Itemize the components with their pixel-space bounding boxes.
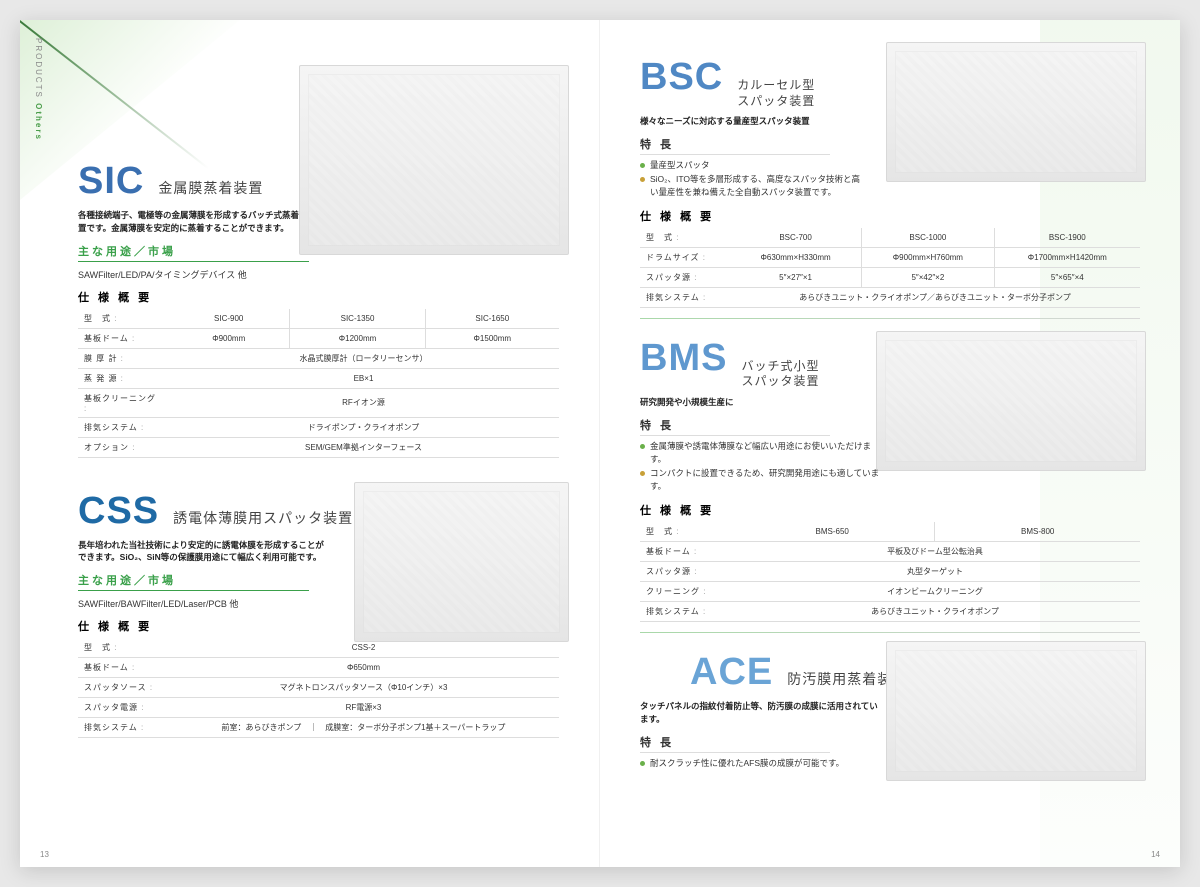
bsc-desc: 様々なニーズに対応する量産型スパッタ装置: [640, 115, 860, 128]
list-item: 金属薄膜や誘電体薄膜など幅広い用途にお使いいただけます。: [640, 440, 880, 467]
bsc-machine-image: [886, 42, 1146, 182]
side-tab-products: PRODUCTS: [34, 38, 43, 99]
page-number-left: 13: [40, 850, 49, 859]
table-row: スパッタソースマグネトロンスパッタソース（Φ10インチ）×3: [78, 678, 559, 698]
bms-title: バッチ式小型 スパッタ装置: [741, 359, 819, 390]
bms-code: BMS: [640, 337, 727, 380]
table-row: 型 式 SIC-900 SIC-1350 SIC-1650: [78, 309, 559, 329]
bms-spec-table: 型 式 BMS-650 BMS-800 基板ドーム平板及びドーム型公転治具 スパ…: [640, 522, 1140, 622]
product-bsc: BSC カルーセル型 スパッタ装置 様々なニーズに対応する量産型スパッタ装置 特…: [640, 56, 1140, 319]
table-row: 基板ドームΦ650mm: [78, 658, 559, 678]
sic-spec-label: 仕 様 概 要: [78, 289, 309, 305]
css-machine-image: [354, 482, 569, 642]
sic-spec-table: 型 式 SIC-900 SIC-1350 SIC-1650 基板ドーム Φ900…: [78, 309, 559, 458]
sic-title: 金属膜蒸着装置: [158, 178, 263, 198]
ace-feat-label: 特 長: [640, 734, 830, 753]
table-row: 基板クリーニングRFイオン源: [78, 388, 559, 417]
css-spec-label: 仕 様 概 要: [78, 618, 309, 634]
page-number-right: 14: [1151, 850, 1160, 859]
catalog-spread: PRODUCTS Others SIC 金属膜蒸着装置 各種接続端子、電極等の金…: [20, 20, 1180, 867]
bms-spec-label: 仕 様 概 要: [640, 502, 830, 518]
table-row: スパッタ源 5″×27″×1 5″×42″×2 5″×65″×4: [640, 267, 1140, 287]
divider: [640, 318, 1140, 319]
table-row: 膜 厚 計水晶式膜厚計（ロータリーセンサ）: [78, 348, 559, 368]
bsc-spec-label: 仕 様 概 要: [640, 208, 830, 224]
css-title: 誘電体薄膜用スパッタ装置: [173, 508, 353, 528]
product-sic: SIC 金属膜蒸着装置 各種接続端子、電極等の金属薄膜を形成するバッチ式蒸着装置…: [78, 160, 559, 458]
css-spec-table: 型 式CSS-2 基板ドームΦ650mm スパッタソースマグネトロンスパッタソー…: [78, 638, 559, 738]
page-left: PRODUCTS Others SIC 金属膜蒸着装置 各種接続端子、電極等の金…: [20, 20, 600, 867]
css-uses-label: 主な用途／市場: [78, 572, 309, 591]
product-bms: BMS バッチ式小型 スパッタ装置 研究開発や小規模生産に 特 長 金属薄膜や誘…: [640, 337, 1140, 633]
table-row: オプションSEM/GEM準拠インターフェース: [78, 437, 559, 457]
product-ace: ACE 防汚膜用蒸着装置 タッチパネルの指紋付着防止等、防汚膜の成膜に活用されて…: [640, 651, 1140, 770]
table-row: 排気システムドライポンプ・クライオポンプ: [78, 417, 559, 437]
ace-desc: タッチパネルの指紋付着防止等、防汚膜の成膜に活用されています。: [640, 700, 880, 726]
css-code: CSS: [78, 490, 159, 533]
bsc-features: 量産型スパッタ SiO₂、ITO等を多層形成する、高度なスパッタ技術と高い量産性…: [640, 159, 860, 200]
bsc-title: カルーセル型 スパッタ装置: [737, 78, 815, 109]
bms-machine-image: [876, 331, 1146, 471]
table-row: 基板ドーム Φ900mm Φ1200mm Φ1500mm: [78, 328, 559, 348]
divider: [640, 632, 1140, 633]
table-row: スパッタ源丸型ターゲット: [640, 562, 1140, 582]
list-item: コンパクトに設置できるため、研究開発用途にも適しています。: [640, 467, 880, 494]
table-row: スパッタ電源RF電源×3: [78, 698, 559, 718]
table-row: 排気システム前室：あらびきポンプ ｜ 成膜室：ターボ分子ポンプ1基＋スーパートラ…: [78, 718, 559, 738]
table-row: 蒸 発 源EB×1: [78, 368, 559, 388]
table-row: 型 式 BMS-650 BMS-800: [640, 522, 1140, 542]
bsc-feat-label: 特 長: [640, 136, 830, 155]
sic-uses-label: 主な用途／市場: [78, 243, 309, 262]
table-row: ドラムサイズ Φ630mm×H330mm Φ900mm×H760mm Φ1700…: [640, 247, 1140, 267]
page-right: BSC カルーセル型 スパッタ装置 様々なニーズに対応する量産型スパッタ装置 特…: [600, 20, 1180, 867]
bsc-code: BSC: [640, 56, 723, 99]
product-css: CSS 誘電体薄膜用スパッタ装置 長年培われた当社技術により安定的に誘電体膜を形…: [78, 490, 559, 739]
bsc-spec-table: 型 式 BSC-700 BSC-1000 BSC-1900 ドラムサイズ Φ63…: [640, 228, 1140, 308]
sic-uses: SAWFilter/LED/PA/タイミングデバイス 他: [78, 268, 559, 281]
sic-code: SIC: [78, 160, 144, 203]
list-item: 量産型スパッタ: [640, 159, 860, 173]
sic-desc: 各種接続端子、電極等の金属薄膜を形成するバッチ式蒸着装置です。金属薄膜を安定的に…: [78, 209, 309, 235]
sic-machine-image: [299, 65, 569, 255]
side-tab: PRODUCTS Others: [34, 38, 43, 141]
list-item: SiO₂、ITO等を多層形成する、高度なスパッタ技術と高い量産性を兼ね備えた全自…: [640, 173, 860, 200]
table-row: 排気システムあらびきユニット・クライオポンプ: [640, 602, 1140, 622]
table-row: 基板ドーム平板及びドーム型公転治具: [640, 542, 1140, 562]
bms-desc: 研究開発や小規模生産に: [640, 396, 860, 409]
bms-features: 金属薄膜や誘電体薄膜など幅広い用途にお使いいただけます。 コンパクトに設置できる…: [640, 440, 880, 494]
css-desc: 長年培われた当社技術により安定的に誘電体膜を形成することができます。SiO₂、S…: [78, 539, 328, 565]
bms-feat-label: 特 長: [640, 417, 830, 436]
list-item: 耐スクラッチ性に優れたAFS膜の成膜が可能です。: [640, 757, 1140, 771]
table-row: 型 式 BSC-700 BSC-1000 BSC-1900: [640, 228, 1140, 248]
side-tab-others: Others: [34, 103, 43, 141]
ace-code: ACE: [690, 651, 773, 694]
ace-features: 耐スクラッチ性に優れたAFS膜の成膜が可能です。: [640, 757, 1140, 771]
table-row: 排気システムあらびきユニット・クライオポンプ／あらびきユニット・ターボ分子ポンプ: [640, 287, 1140, 307]
table-row: クリーニングイオンビームクリーニング: [640, 582, 1140, 602]
